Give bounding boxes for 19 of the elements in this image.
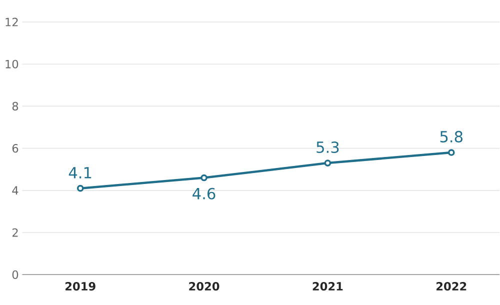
y-tick-label: 8: [12, 102, 18, 111]
point: [324, 160, 332, 167]
y-tick-label: 12: [6, 18, 18, 26]
data-label: 4.6: [192, 188, 216, 200]
x-tick-label: 2020: [189, 282, 220, 291]
y-tick-label: 0: [12, 270, 18, 280]
point: [448, 149, 455, 156]
x-tick-label: 2022: [436, 282, 466, 291]
x-tick-label: 2021: [312, 282, 343, 291]
x-tick-label: 2019: [65, 282, 96, 291]
point: [76, 185, 84, 192]
y-tick-label: 10: [6, 60, 18, 69]
y-tick-label: 6: [12, 144, 18, 153]
point: [200, 174, 208, 182]
data-label: 4.1: [68, 167, 92, 178]
data-label: 5.3: [316, 142, 339, 154]
data-label: 5.8: [440, 131, 462, 143]
y-tick-label: 4: [12, 186, 18, 195]
y-tick-label: 2: [12, 228, 18, 237]
